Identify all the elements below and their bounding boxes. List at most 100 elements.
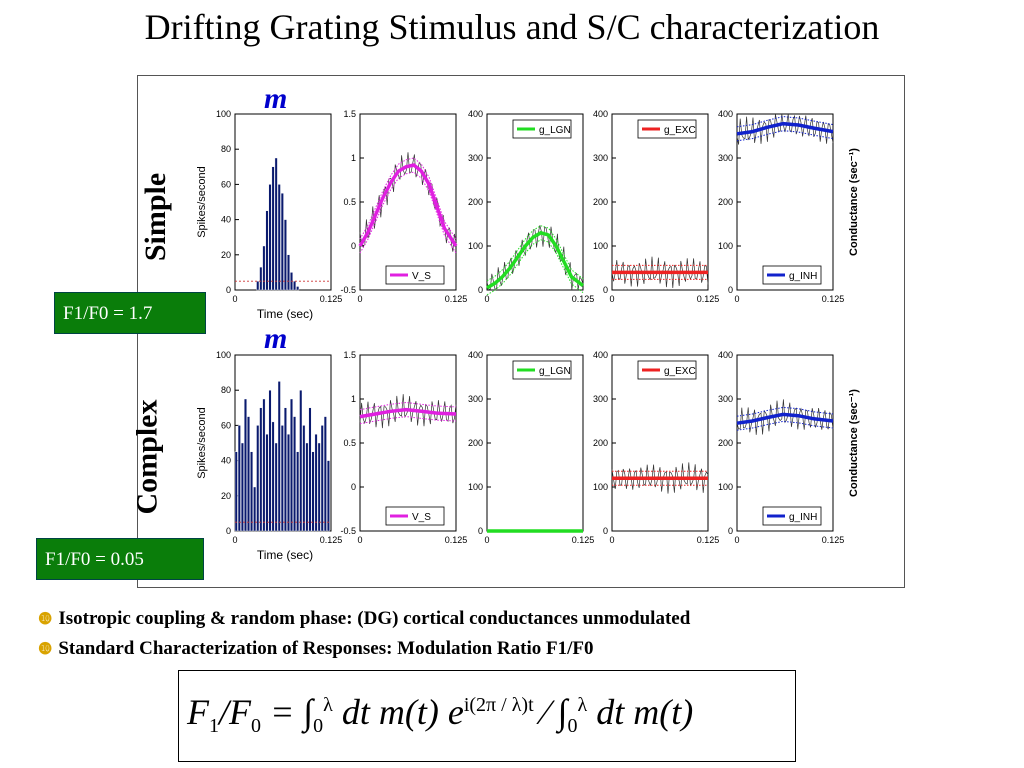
panel-simple-gexc-raw-trace xyxy=(611,256,709,289)
panel-simple-glgn-mean-line xyxy=(486,230,585,290)
panel-complex-gexc-axes xyxy=(611,354,709,532)
panel-complex-gexc-ytick-label: 200 xyxy=(593,438,608,448)
m-label-complex: m xyxy=(264,322,288,355)
panel-simple-ginh-ytick-label: 200 xyxy=(718,197,733,207)
panel-simple-ginh-axes xyxy=(736,113,834,291)
panel-complex-glgn-axes xyxy=(486,354,584,532)
panel-simple-ginh-ytick-label: 400 xyxy=(718,109,733,119)
panel-complex-v-envelope xyxy=(359,401,457,411)
panel-complex-spikes-bar xyxy=(311,451,315,532)
bullet-marker-icon: ❿ xyxy=(38,641,53,658)
panel-complex-gexc-xtick-label: 0 xyxy=(609,535,614,545)
panel-complex-spikes-bar xyxy=(244,398,247,532)
panel-complex-gexc-ytick-label: 100 xyxy=(593,482,608,492)
panel-simple-spikes-bar xyxy=(271,166,275,291)
formula-lower-limit-2: 0 xyxy=(567,715,578,738)
panel-complex-ginh-axes xyxy=(736,354,834,532)
panel-simple-ginh-envelope xyxy=(736,116,834,128)
panel-complex-ginh-envelope xyxy=(736,406,834,417)
formula-body2: dt m(t) xyxy=(596,692,694,732)
panel-complex-ginh-ytick-label: 0 xyxy=(728,526,733,536)
panel-complex-spikes-bar xyxy=(274,442,278,532)
panel-simple-spikes-ytick-label: 60 xyxy=(221,179,231,189)
panel-complex-spikes-bar xyxy=(302,425,306,532)
panel-simple-gexc-xtick-label: 0 xyxy=(609,294,614,304)
panel-simple-v-xtick-label: 0 xyxy=(357,294,362,304)
panel-complex-spikes-bar xyxy=(296,451,300,532)
panel-simple-spikes-ytick-label: 0 xyxy=(226,285,231,295)
panel-complex-spikes-bar xyxy=(253,486,257,532)
panel-simple-glgn-ytick-label: 100 xyxy=(468,241,483,251)
panel-complex-v-legend-label: V_S xyxy=(412,512,431,523)
panel-simple-gexc-axes xyxy=(611,113,709,291)
panel-complex-spikes-bar xyxy=(323,416,327,532)
panel-complex-spikes-bar xyxy=(259,407,263,532)
panel-simple-spikes-bar xyxy=(296,286,300,291)
panel-complex-spikes-bar xyxy=(237,425,241,532)
panel-simple-glgn-legend-box xyxy=(512,119,572,139)
panel-complex-v-ytick-label: 1.5 xyxy=(343,350,356,360)
panel-complex-spikes-ylabel: Spikes/second xyxy=(196,407,208,479)
formula-box: F1/F0 = ∫0λ dt m(t) ei(2π / λ)t ⁄ ∫0λ dt… xyxy=(178,670,796,762)
panel-complex-spikes-bar xyxy=(308,407,312,532)
panel-simple-v-ytick-label: 0.5 xyxy=(343,197,356,207)
bullet-marker-icon: ❿ xyxy=(38,611,53,628)
panel-complex-spikes-ytick-label: 40 xyxy=(221,456,231,466)
panel-complex-spikes-ytick-label: 20 xyxy=(221,491,231,501)
panel-complex-spikes-xtick-label: 0.125 xyxy=(320,535,343,545)
panel-simple-spikes-ytick-label: 100 xyxy=(216,109,231,119)
panel-simple-ginh-legend-label: g_INH xyxy=(789,271,817,282)
panel-complex-spikes-ytick-label: 80 xyxy=(221,385,231,395)
panel-simple-spikes-bar xyxy=(274,157,278,291)
panel-complex-ginh-legend-box xyxy=(762,506,822,526)
panel-simple-ginh-ylabel: Conductance (sec⁻¹) xyxy=(848,148,860,256)
panel-simple-v-envelope xyxy=(359,157,457,240)
panel-complex-glgn-ytick-label: 0 xyxy=(478,526,483,536)
panel-simple-v-ytick-label: 1.5 xyxy=(343,109,356,119)
panel-simple-spikes-bar xyxy=(256,281,260,291)
panel-complex-ginh-envelope xyxy=(736,420,834,431)
panel-simple-spikes-bar xyxy=(259,266,263,291)
panel-complex-spikes-bar xyxy=(247,416,250,532)
panel-simple-glgn-ytick-label: 0 xyxy=(478,285,483,295)
panel-complex-spikes-xtick-label: 0 xyxy=(232,535,237,545)
panel-complex-spikes-bar xyxy=(317,442,321,532)
panel-complex-spikes-bar xyxy=(305,442,309,532)
panel-complex-glgn-xtick-label: 0.125 xyxy=(572,535,595,545)
panel-complex-ginh-mean-line xyxy=(736,412,834,425)
panel-complex-v-axes xyxy=(359,354,457,532)
bullet-text: Isotropic coupling & random phase: (DG) … xyxy=(58,608,691,629)
panel-complex-ginh-xtick-label: 0 xyxy=(734,535,739,545)
ratio-badge-simple: F1/F0 = 1.7 xyxy=(54,292,206,334)
bullet-text: Standard Characterization of Responses: … xyxy=(58,638,594,659)
row-label-complex: Complex xyxy=(130,399,164,515)
panel-simple-v-mean-line xyxy=(358,163,458,247)
panel-complex-glgn-legend-box xyxy=(512,360,572,380)
panel-complex-spikes-bar xyxy=(262,398,266,532)
panel-complex-v-mean-line xyxy=(359,407,457,419)
panel-complex-v-xtick-label: 0.125 xyxy=(445,535,468,545)
panel-simple-gexc-xtick-label: 0.125 xyxy=(697,294,720,304)
panel-complex-glgn-ytick-label: 300 xyxy=(468,394,483,404)
formula-lower-limit: 0 xyxy=(313,715,324,738)
formula-body1: dt m(t) e xyxy=(341,692,464,732)
panel-complex-ginh-ylabel: Conductance (sec⁻¹) xyxy=(848,389,860,497)
panel-complex-spikes-bar xyxy=(280,425,284,532)
formula-eq-integral: = ∫ xyxy=(261,692,314,732)
panel-simple-spikes-bar xyxy=(265,210,269,291)
panel-complex-v-ytick-label: 0.5 xyxy=(343,438,356,448)
panel-complex-spikes-bar xyxy=(265,434,269,532)
panel-complex-glgn-ytick-label: 200 xyxy=(468,438,483,448)
panel-simple-ginh-envelope xyxy=(736,130,834,142)
panel-simple-gexc-ytick-label: 200 xyxy=(593,197,608,207)
panel-simple-spikes-ytick-label: 40 xyxy=(221,215,231,225)
panel-simple-gexc-ytick-label: 0 xyxy=(603,285,608,295)
panel-complex-ginh-ytick-label: 200 xyxy=(718,438,733,448)
panel-complex-ginh-xtick-label: 0.125 xyxy=(822,535,845,545)
panel-simple-v-ytick-label: 1 xyxy=(351,153,356,163)
panel-simple-spikes-bar xyxy=(280,192,284,291)
row-label-simple: Simple xyxy=(139,172,173,262)
panel-simple-glgn-envelope xyxy=(486,225,584,282)
panel-simple-spikes-bar xyxy=(293,281,297,291)
panel-simple-gexc-ytick-label: 300 xyxy=(593,153,608,163)
